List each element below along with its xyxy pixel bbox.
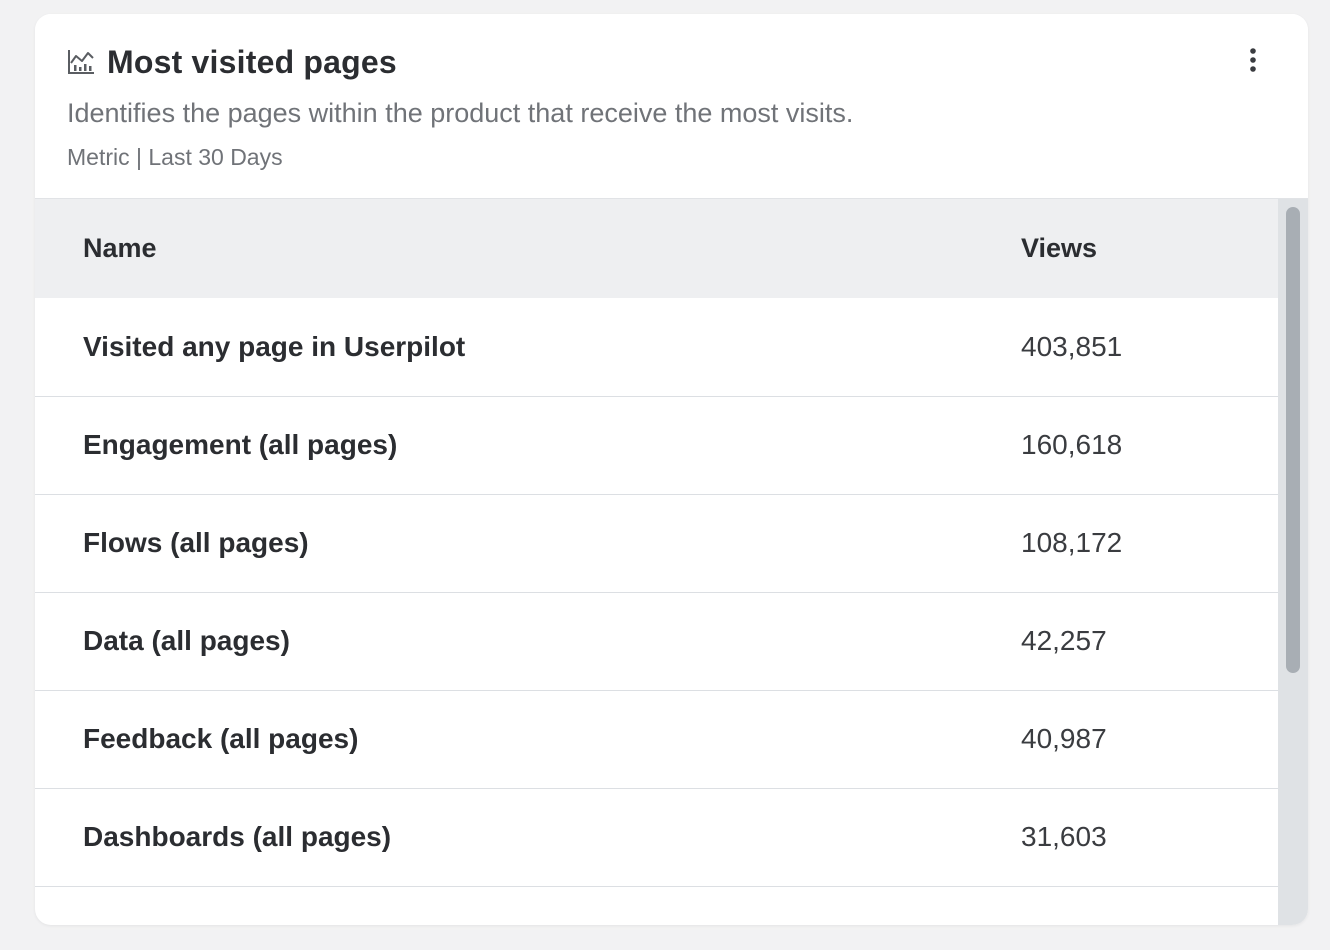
table-row[interactable]: Flows (all pages) 108,172 — [35, 494, 1278, 592]
row-name: Visited any page in Userpilot — [83, 330, 466, 362]
table-row[interactable]: Engagement (all pages) 160,618 — [35, 396, 1278, 494]
row-views: 403,851 — [1021, 330, 1123, 362]
table-row[interactable]: Data (all pages) 42,257 — [35, 592, 1278, 690]
table-row[interactable]: Visited any page in Userpilot 403,851 — [35, 298, 1278, 396]
row-name — [35, 886, 973, 925]
row-views: 40,987 — [1021, 723, 1107, 754]
table-row[interactable] — [35, 886, 1278, 925]
widget-meta: Metric | Last 30 Days — [67, 144, 283, 170]
pages-table: Name Views Visited any page in Userpilot… — [35, 199, 1278, 925]
more-options-button[interactable] — [1236, 44, 1270, 80]
widget-description: Identifies the pages within the product … — [67, 98, 854, 128]
row-name: Engagement (all pages) — [83, 429, 398, 460]
row-name: Feedback (all pages) — [83, 723, 359, 754]
row-views: 31,603 — [1021, 821, 1107, 852]
row-views: 108,172 — [1021, 527, 1123, 558]
chart-icon — [67, 47, 97, 77]
more-vertical-icon — [1249, 47, 1257, 78]
row-name: Flows (all pages) — [83, 527, 309, 558]
table-row[interactable]: Dashboards (all pages) 31,603 — [35, 788, 1278, 886]
table-header-row: Name Views — [35, 199, 1278, 298]
row-name: Data (all pages) — [83, 625, 290, 656]
title-row: Most visited pages — [67, 42, 397, 82]
row-views — [973, 886, 1278, 925]
widget-header: Most visited pages Identifies the pages … — [35, 14, 1308, 199]
table-row[interactable]: Feedback (all pages) 40,987 — [35, 690, 1278, 788]
widget-card: Most visited pages Identifies the pages … — [35, 14, 1308, 925]
row-views: 160,618 — [1021, 429, 1123, 460]
widget-title: Most visited pages — [107, 43, 397, 80]
column-header-views[interactable]: Views — [1021, 233, 1098, 263]
column-header-name[interactable]: Name — [83, 233, 157, 263]
vertical-scrollbar[interactable] — [1278, 199, 1308, 925]
scrollbar-thumb[interactable] — [1286, 207, 1300, 673]
row-name: Dashboards (all pages) — [83, 821, 392, 852]
table-container: Name Views Visited any page in Userpilot… — [35, 199, 1278, 925]
row-views: 42,257 — [1021, 625, 1107, 656]
